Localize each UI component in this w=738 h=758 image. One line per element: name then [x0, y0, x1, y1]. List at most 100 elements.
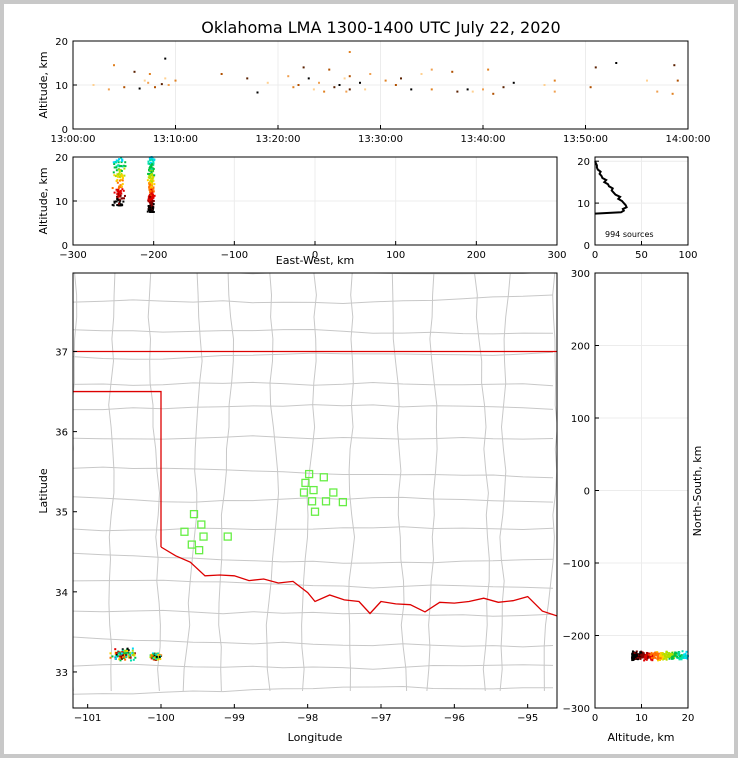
source-point	[132, 658, 135, 661]
source-point	[471, 90, 474, 93]
source-point	[121, 179, 124, 182]
source-point	[665, 650, 668, 653]
source-point	[147, 81, 150, 84]
x-tick-label: 20	[682, 713, 695, 724]
source-point	[681, 650, 684, 653]
source-point	[650, 656, 653, 659]
source-point	[150, 164, 153, 167]
source-point	[121, 656, 124, 659]
source-point	[679, 655, 682, 658]
source-point	[147, 160, 150, 163]
source-point	[148, 206, 151, 209]
source-point	[683, 653, 686, 656]
source-point	[644, 656, 647, 659]
source-point	[668, 657, 671, 660]
source-point	[149, 191, 152, 194]
station-marker	[180, 527, 189, 536]
source-point	[116, 173, 119, 176]
source-point	[120, 652, 123, 655]
source-point	[151, 206, 154, 209]
source-point	[114, 175, 117, 178]
source-point	[121, 651, 124, 654]
source-point	[123, 86, 126, 89]
figure-title: Oklahoma LMA 1300-1400 UTC July 22, 2020	[201, 18, 560, 37]
source-point	[635, 657, 638, 660]
source-point	[642, 655, 645, 658]
source-point	[113, 163, 116, 166]
source-point	[120, 165, 123, 168]
source-point	[167, 84, 170, 86]
histogram-ticks: 0 50 100 0 10 20	[577, 157, 697, 261]
source-point	[148, 193, 151, 196]
source-point	[122, 200, 125, 203]
source-point	[123, 194, 126, 197]
source-point	[153, 174, 156, 177]
y-tick-label: 37	[55, 348, 68, 359]
source-point	[115, 653, 118, 656]
y-tick-label: 300	[571, 269, 590, 280]
source-point	[153, 194, 156, 197]
source-point	[134, 656, 137, 659]
source-point	[154, 86, 156, 89]
source-point	[307, 77, 310, 80]
source-point	[656, 90, 659, 93]
source-point	[668, 654, 671, 657]
source-point	[148, 185, 151, 188]
source-point	[128, 653, 131, 656]
source-point	[122, 164, 125, 167]
source-point	[156, 654, 159, 657]
source-point	[492, 92, 495, 95]
figure-frame: Oklahoma LMA 1300-1400 UTC July 22, 2020…	[4, 4, 734, 754]
source-point	[117, 161, 120, 164]
source-point	[150, 168, 153, 171]
source-point	[121, 183, 124, 186]
source-point	[117, 160, 120, 163]
source-point	[287, 75, 290, 78]
source-point	[121, 648, 124, 651]
source-point	[151, 210, 154, 213]
source-point	[151, 207, 154, 210]
source-point	[149, 159, 152, 162]
source-point	[642, 653, 645, 656]
source-point	[147, 196, 150, 199]
source-point	[149, 181, 152, 184]
source-point	[246, 77, 249, 80]
map-sources	[109, 647, 163, 662]
station-marker	[309, 485, 318, 495]
source-point	[657, 655, 660, 658]
source-point	[646, 652, 649, 655]
source-point	[129, 659, 132, 662]
x-tick-label: 14:00:00	[666, 134, 711, 145]
source-point	[149, 202, 152, 205]
source-point	[348, 88, 351, 91]
source-point	[115, 159, 118, 162]
source-point	[662, 654, 665, 657]
source-point	[116, 190, 119, 193]
county-line	[348, 273, 356, 692]
x-tick-label: −95	[517, 713, 538, 724]
county-line	[474, 273, 490, 692]
source-point	[120, 179, 123, 182]
county-line	[73, 381, 554, 387]
source-point	[669, 652, 672, 655]
source-point	[636, 654, 639, 657]
source-point	[639, 654, 642, 657]
source-point	[152, 186, 155, 189]
source-point	[119, 175, 122, 178]
source-point	[663, 653, 666, 656]
x-tick-label: 300	[547, 250, 566, 261]
source-point	[119, 199, 122, 202]
source-point	[149, 210, 152, 213]
source-point	[116, 204, 119, 207]
source-point	[118, 658, 121, 661]
source-point	[150, 180, 153, 183]
source-point	[153, 658, 156, 661]
source-point	[127, 652, 130, 655]
source-point	[117, 199, 120, 202]
source-point	[594, 66, 597, 69]
source-point	[114, 657, 117, 660]
source-point	[345, 90, 348, 93]
north-south-xlabel: Altitude, km	[607, 731, 674, 744]
source-point	[112, 204, 115, 207]
source-point	[148, 73, 151, 75]
